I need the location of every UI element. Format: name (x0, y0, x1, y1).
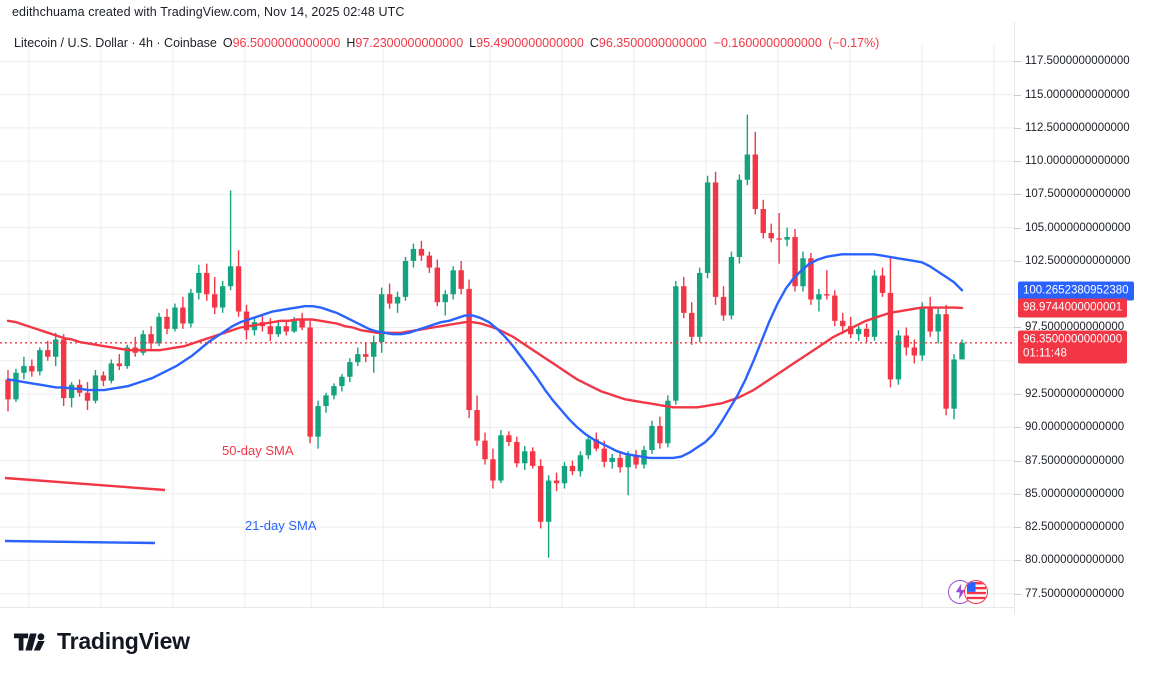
price-tick: 90.0000000000000 (1014, 421, 1125, 434)
price-tick: 87.5000000000000 (1014, 454, 1125, 467)
plot-area[interactable] (0, 44, 1014, 607)
price-tick: 102.5000000000000 (1014, 254, 1131, 267)
legend-close: C96.3500000000000 (590, 36, 707, 50)
legend-high-value: 97.2300000000000 (355, 36, 464, 50)
price-tick-label: 110.0000000000000 (1025, 155, 1130, 168)
price-tick: 115.0000000000000 (1014, 88, 1130, 101)
price-tick: 107.5000000000000 (1014, 188, 1131, 201)
legend-close-value: 96.3500000000000 (598, 36, 707, 50)
price-tick-dash (1014, 560, 1021, 562)
sma21-annotation-label: 21-day SMA (245, 518, 317, 533)
candlestick-svg (0, 44, 1014, 607)
price-tick-dash (1014, 460, 1021, 462)
price-badge-value: 100.2652380952380 (1023, 284, 1129, 297)
price-tick-label: 112.5000000000000 (1025, 121, 1130, 134)
price-tick-dash (1014, 427, 1021, 429)
price-tick-dash (1014, 194, 1021, 196)
legend-low-value: 95.4900000000000 (476, 36, 584, 50)
price-tick-label: 115.0000000000000 (1025, 88, 1130, 101)
plot-badges (948, 579, 1004, 605)
price-tick-label: 80.0000000000000 (1025, 554, 1125, 567)
price-tick: 92.5000000000000 (1014, 388, 1125, 401)
price-tick-dash (1014, 94, 1021, 96)
price-tick-label: 77.5000000000000 (1025, 587, 1125, 600)
chart-legend: Litecoin / U.S. Dollar · 4h · Coinbase O9… (14, 35, 879, 51)
price-badge-value: 96.3500000000000 (1023, 333, 1123, 346)
legend-close-key: C (589, 36, 599, 50)
price-tick: 80.0000000000000 (1014, 554, 1125, 567)
attribution-text: edithchuama created with TradingView.com… (12, 5, 405, 19)
price-tick: 77.5000000000000 (1014, 587, 1125, 600)
legend-low: L95.4900000000000 (469, 36, 584, 50)
sma21-sample-line (4, 539, 156, 545)
price-tick: 117.5000000000000 (1014, 55, 1130, 68)
legend-low-key: L (469, 36, 477, 50)
legend-symbol[interactable]: Litecoin / U.S. Dollar · 4h · Coinbase (14, 36, 217, 50)
legend-open-key: O (222, 36, 233, 50)
price-tick-label: 117.5000000000000 (1025, 55, 1130, 68)
price-tick: 110.0000000000000 (1014, 155, 1130, 168)
price-tick-label: 82.5000000000000 (1025, 521, 1125, 534)
footer: TradingView (0, 614, 1156, 673)
price-tick-dash (1014, 493, 1021, 495)
tradingview-logo-text: TradingView (57, 628, 190, 654)
price-tick: 112.5000000000000 (1014, 121, 1130, 134)
price-tick: 85.0000000000000 (1014, 487, 1125, 500)
price-tick-dash (1014, 161, 1021, 163)
price-tick-label: 107.5000000000000 (1025, 188, 1131, 201)
price-tick-dash (1014, 327, 1021, 329)
legend-high-key: H (346, 36, 356, 50)
sma50-annotation-label: 50-day SMA (222, 443, 294, 458)
gridlines (0, 60, 1014, 595)
price-badge[interactable]: 100.2652380952380 (1018, 281, 1134, 301)
legend-open-value: 96.5000000000000 (232, 36, 341, 50)
price-tick-dash (1014, 127, 1021, 129)
sma50-line (6, 306, 964, 409)
price-tick-label: 87.5000000000000 (1025, 454, 1125, 467)
candles (5, 114, 965, 558)
legend-change-abs: −0.1600000000000 (713, 36, 822, 50)
sma21-line (6, 253, 964, 460)
price-tick-dash (1014, 593, 1021, 595)
price-badge[interactable]: 96.3500000000000 01:11:48 (1018, 330, 1128, 364)
sma50-sample-line (4, 476, 166, 492)
legend-open: O96.5000000000000 (223, 36, 341, 50)
chart-frame: Litecoin / U.S. Dollar · 4h · Coinbase O9… (0, 22, 1156, 637)
price-tick-label: 90.0000000000000 (1025, 421, 1125, 434)
price-axis[interactable]: 117.5000000000000 115.0000000000000 112.50… (1014, 22, 1156, 614)
price-tick-label: 105.0000000000000 (1025, 221, 1131, 234)
price-tick: 105.0000000000000 (1014, 221, 1131, 234)
legend-high: H97.2300000000000 (346, 36, 463, 50)
price-badge[interactable]: 98.9744000000001 (1018, 298, 1128, 318)
price-tick-dash (1014, 260, 1021, 262)
price-badge-countdown: 01:11:48 (1023, 347, 1067, 360)
price-tick-label: 92.5000000000000 (1025, 388, 1125, 401)
tradingview-logo: TradingView (14, 628, 190, 655)
price-tick: 82.5000000000000 (1014, 521, 1125, 534)
price-tick-dash (1014, 61, 1021, 63)
us-flag-icon[interactable] (964, 580, 988, 604)
legend-change-pct: (−0.17%) (828, 36, 880, 50)
price-tick-label: 85.0000000000000 (1025, 487, 1125, 500)
tradingview-logo-icon (14, 632, 45, 650)
price-tick-dash (1014, 227, 1021, 229)
price-badge-value: 98.9744000000001 (1023, 301, 1123, 314)
price-tick-dash (1014, 394, 1021, 396)
price-tick-label: 102.5000000000000 (1025, 254, 1131, 267)
price-tick-dash (1014, 527, 1021, 529)
